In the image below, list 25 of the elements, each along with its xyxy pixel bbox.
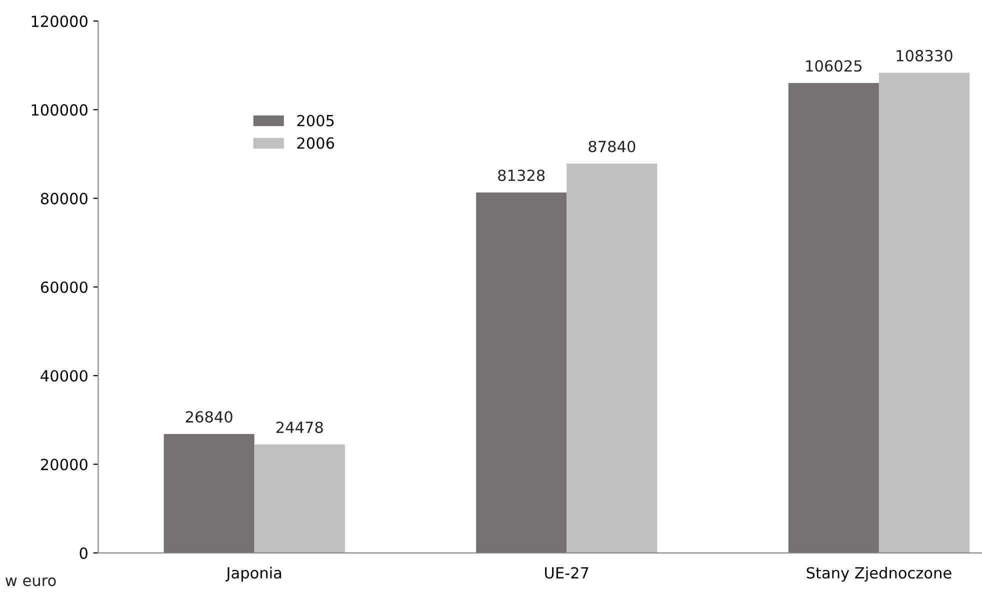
bar <box>788 82 879 553</box>
bar <box>476 192 567 553</box>
bar <box>254 444 345 553</box>
y-tick-label: 0 <box>80 547 88 559</box>
y-tick-label: 80000 <box>40 192 88 204</box>
legend-label: 2005 <box>297 114 334 126</box>
data-label: 87840 <box>588 140 636 152</box>
text: w euro <box>6 577 56 586</box>
data-label: 106025 <box>806 60 862 72</box>
y-tick-label: 40000 <box>40 370 88 382</box>
x-tick-label: UE-27 <box>545 567 588 579</box>
data-label: 26840 <box>186 411 232 423</box>
bar <box>164 434 254 553</box>
y-tick-label: 60000 <box>40 281 88 293</box>
y-tick-label: 120000 <box>32 16 88 28</box>
y-tick-label: 100000 <box>32 104 88 116</box>
x-tick-label: Stany Zjednoczone <box>806 566 952 582</box>
bar <box>878 72 970 553</box>
bar <box>566 164 658 553</box>
data-label: 108330 <box>896 50 952 62</box>
x-tick-label: Japonia <box>225 566 282 582</box>
data-label: 24478 <box>276 422 323 434</box>
data-label: 81328 <box>498 170 545 182</box>
y-tick-label: 20000 <box>40 458 88 470</box>
legend-label: 2006 <box>297 137 334 149</box>
